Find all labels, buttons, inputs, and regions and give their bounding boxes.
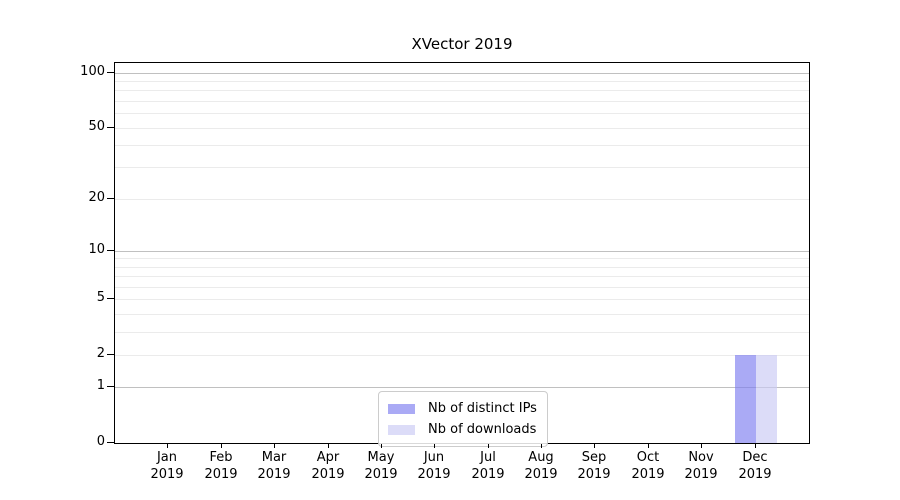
x-tick-label: Oct 2019	[608, 449, 688, 483]
x-tick-mark	[328, 444, 329, 448]
x-tick-year: 2019	[417, 467, 451, 482]
x-tick-mark	[648, 444, 649, 448]
gridline-minor	[115, 128, 809, 129]
gridline-major	[115, 251, 809, 252]
x-tick-month: Jul	[480, 450, 496, 465]
y-tick-label: 50	[88, 119, 105, 134]
legend-label: Nb of downloads	[428, 422, 537, 437]
x-tick-year: 2019	[364, 467, 398, 482]
gridline-major	[115, 73, 809, 74]
x-tick-month: Feb	[209, 450, 233, 465]
y-tick-label: 5	[96, 290, 105, 305]
gridline-minor	[115, 167, 809, 168]
legend-item: Nb of distinct IPs	[388, 398, 537, 419]
gridline-minor	[115, 355, 809, 356]
x-tick-mark	[488, 444, 489, 448]
gridline-minor	[115, 314, 809, 315]
x-tick-year: 2019	[257, 467, 291, 482]
gridline-minor	[115, 101, 809, 102]
y-tick-mark	[107, 442, 114, 443]
y-tick-mark	[107, 354, 114, 355]
legend: Nb of distinct IPs Nb of downloads	[378, 391, 548, 447]
y-tick-label: 2	[96, 346, 105, 361]
x-tick-month: Apr	[316, 450, 340, 465]
x-tick-mark	[167, 444, 168, 448]
y-tick-label: 100	[80, 64, 105, 79]
legend-swatch	[388, 403, 415, 414]
x-tick-month: Mar	[261, 450, 287, 465]
x-tick-year: 2019	[311, 467, 345, 482]
x-tick-month: Sep	[581, 450, 607, 465]
x-tick-mark	[541, 444, 542, 448]
legend-label: Nb of distinct IPs	[428, 401, 537, 416]
x-tick-month: Aug	[528, 450, 554, 465]
x-tick-year: 2019	[150, 467, 184, 482]
gridline-major	[115, 387, 809, 388]
x-tick-month: Jun	[423, 450, 445, 465]
gridline-minor	[115, 145, 809, 146]
y-tick-label: 10	[88, 242, 105, 257]
x-tick-label: Apr 2019	[288, 449, 368, 483]
x-tick-month: Oct	[636, 450, 660, 465]
legend-swatch	[388, 424, 415, 435]
x-tick-mark	[594, 444, 595, 448]
x-tick-mark	[434, 444, 435, 448]
y-tick-label: 20	[88, 190, 105, 205]
gridline-minor	[115, 113, 809, 114]
x-tick-year: 2019	[204, 467, 238, 482]
x-tick-label: Sep 2019	[554, 449, 634, 483]
y-tick-mark	[107, 250, 114, 251]
x-tick-label: Feb 2019	[181, 449, 261, 483]
y-tick-mark	[107, 298, 114, 299]
x-tick-month: Dec	[742, 450, 768, 465]
gridline-minor	[115, 287, 809, 288]
gridline-minor	[115, 299, 809, 300]
gridline-minor	[115, 90, 809, 91]
x-tick-label: Aug 2019	[501, 449, 581, 483]
bar	[756, 355, 777, 443]
x-tick-year: 2019	[524, 467, 558, 482]
y-tick-label: 1	[96, 378, 105, 393]
y-tick-mark	[107, 386, 114, 387]
x-tick-mark	[701, 444, 702, 448]
x-tick-year: 2019	[631, 467, 665, 482]
gridline-minor	[115, 258, 809, 259]
x-tick-year: 2019	[577, 467, 611, 482]
x-tick-month: Jan	[156, 450, 178, 465]
x-tick-mark	[755, 444, 756, 448]
x-tick-month: Nov	[688, 450, 714, 465]
x-tick-label: Jan 2019	[127, 449, 207, 483]
gridline-minor	[115, 267, 809, 268]
x-tick-mark	[221, 444, 222, 448]
x-tick-label: May 2019	[341, 449, 421, 483]
x-tick-year: 2019	[738, 467, 772, 482]
y-tick-label: 0	[96, 434, 105, 449]
x-tick-label: Nov 2019	[661, 449, 741, 483]
gridline-minor	[115, 199, 809, 200]
y-tick-mark	[107, 198, 114, 199]
x-tick-mark	[381, 444, 382, 448]
plot-area: Nb of distinct IPs Nb of downloads	[114, 62, 810, 447]
x-tick-label: Dec 2019	[715, 449, 795, 483]
x-tick-label: Mar 2019	[234, 449, 314, 483]
y-tick-mark	[107, 127, 114, 128]
x-tick-mark	[274, 444, 275, 448]
gridline-minor	[115, 332, 809, 333]
gridline-minor	[115, 276, 809, 277]
gridline-minor	[115, 81, 809, 82]
chart-title: XVector 2019	[411, 35, 513, 53]
legend-item: Nb of downloads	[388, 419, 537, 440]
x-tick-label: Jul 2019	[448, 449, 528, 483]
bar	[735, 355, 756, 443]
x-tick-month: May	[367, 450, 395, 465]
x-tick-year: 2019	[471, 467, 505, 482]
x-tick-year: 2019	[684, 467, 718, 482]
y-tick-mark	[107, 72, 114, 73]
x-tick-label: Jun 2019	[394, 449, 474, 483]
